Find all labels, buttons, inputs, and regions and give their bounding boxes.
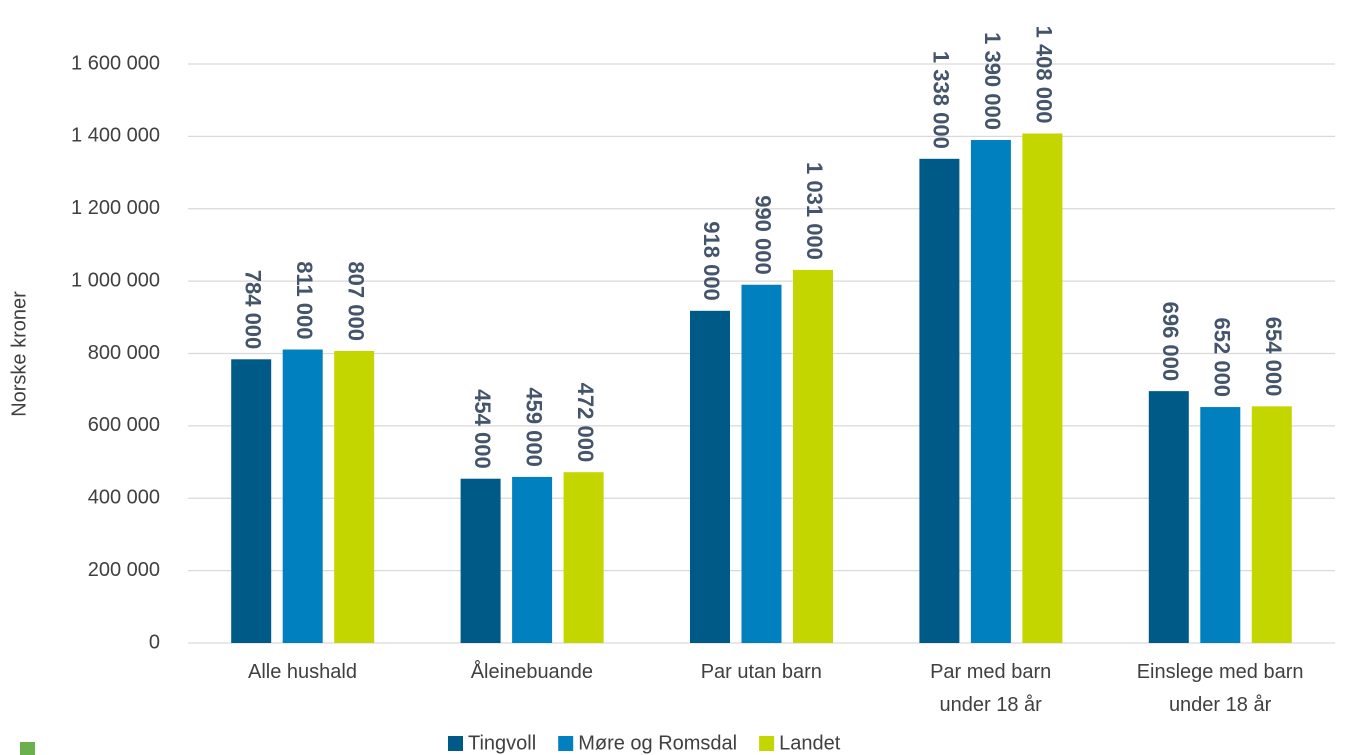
data-label: 1 390 000 xyxy=(980,32,1005,130)
bar xyxy=(231,359,272,643)
bar xyxy=(563,472,604,643)
y-axis-label: Norske kroner xyxy=(8,291,30,417)
decoration xyxy=(20,742,35,755)
legend-label: Landet xyxy=(779,732,841,754)
x-tick-label: Einslege med barn under 18 år xyxy=(1136,661,1304,716)
legend-swatch xyxy=(759,736,775,751)
bar xyxy=(741,284,782,643)
data-label: 454 000 xyxy=(470,389,495,469)
bar xyxy=(282,349,323,643)
y-tick-label: 0 xyxy=(149,631,160,653)
legend-label: Møre og Romsdal xyxy=(578,732,737,754)
y-tick-label: 1 200 000 xyxy=(71,197,160,219)
data-label: 459 000 xyxy=(521,387,546,467)
data-label: 654 000 xyxy=(1261,317,1286,397)
bar xyxy=(919,158,960,643)
data-label: 1 031 000 xyxy=(802,162,827,260)
data-label: 1 338 000 xyxy=(929,51,954,149)
y-tick-label: 1 600 000 xyxy=(71,52,160,74)
data-label: 472 000 xyxy=(573,383,598,463)
y-tick-label: 1 400 000 xyxy=(71,125,160,147)
bar xyxy=(1251,406,1292,643)
data-label: 784 000 xyxy=(240,270,265,350)
data-label: 1 408 000 xyxy=(1032,26,1057,124)
data-label: 811 000 xyxy=(292,261,317,339)
bar xyxy=(793,269,833,643)
bar xyxy=(1200,407,1241,643)
bar xyxy=(460,478,501,643)
bar xyxy=(1148,391,1189,643)
data-label: 652 000 xyxy=(1209,318,1234,398)
bar xyxy=(1022,133,1063,644)
x-tick-label: Par med barn under 18 år xyxy=(930,661,1052,716)
legend-label: Tingvoll xyxy=(468,732,536,754)
y-tick-label: 200 000 xyxy=(88,559,160,581)
y-tick-label: 600 000 xyxy=(88,414,160,436)
data-label: 990 000 xyxy=(751,195,776,275)
data-label: 918 000 xyxy=(699,221,724,301)
legend-swatch xyxy=(558,736,574,751)
y-tick-label: 400 000 xyxy=(88,487,160,509)
y-tick-label: 800 000 xyxy=(88,342,160,364)
legend-swatch xyxy=(448,736,463,751)
bar xyxy=(334,350,375,643)
y-tick-label: 1 000 000 xyxy=(71,269,160,291)
data-label: 696 000 xyxy=(1158,302,1183,382)
bar xyxy=(970,139,1011,643)
bar xyxy=(690,310,730,643)
x-tick-label: Par utan barn xyxy=(700,661,822,683)
x-tick-label: Alle hushald xyxy=(248,661,357,683)
bar xyxy=(512,476,553,643)
data-label: 807 000 xyxy=(343,261,368,341)
x-tick-label: Åleinebuande xyxy=(470,661,594,683)
